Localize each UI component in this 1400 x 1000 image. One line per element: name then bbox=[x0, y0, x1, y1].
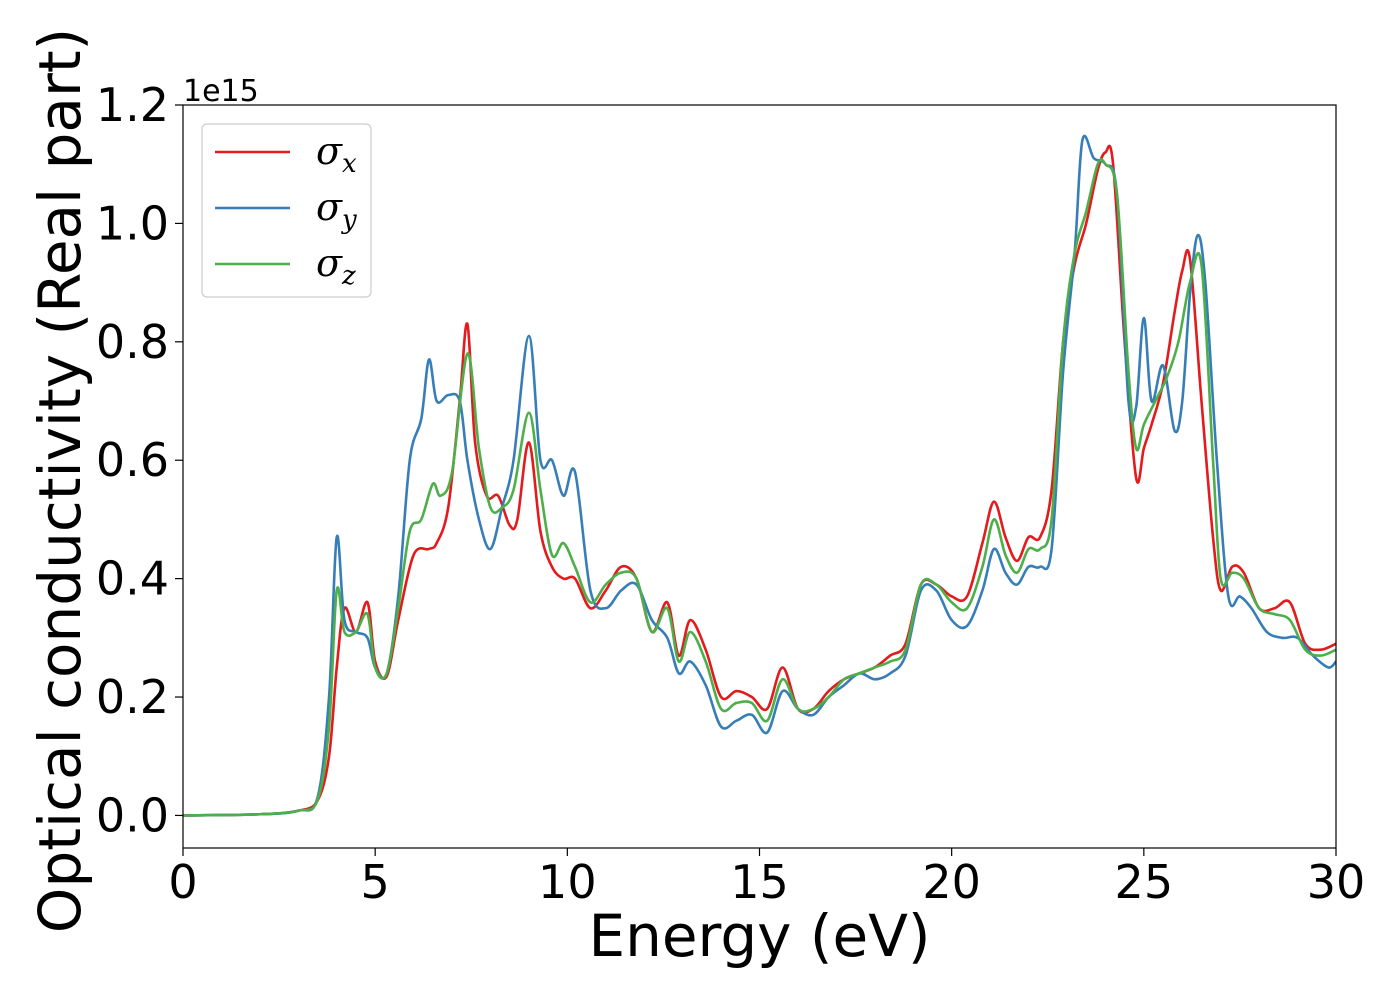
y-tick-label: 0.8 bbox=[96, 315, 169, 369]
y-tick-label: 0.2 bbox=[96, 670, 169, 724]
legend-entry-x: σx bbox=[316, 129, 357, 179]
x-axis-ticks: 0 5 10 15 20 25 30 bbox=[168, 848, 1365, 909]
y-tick-label: 0.4 bbox=[96, 552, 169, 606]
y-axis-offset-label: 1e15 bbox=[183, 74, 259, 109]
x-tick-label: 20 bbox=[922, 855, 981, 909]
series-line-y bbox=[183, 134, 1336, 817]
x-tick-label: 10 bbox=[538, 855, 597, 909]
y-tick-label: 0.6 bbox=[96, 433, 169, 487]
y-tick-label: 1.0 bbox=[96, 196, 169, 250]
x-tick-label: 15 bbox=[730, 855, 789, 909]
x-axis-title: Energy (eV) bbox=[588, 902, 930, 970]
x-tick-label: 25 bbox=[1115, 855, 1174, 909]
legend-entry-z: σz bbox=[316, 241, 356, 291]
legend-box bbox=[201, 123, 372, 298]
series-layer bbox=[183, 134, 1336, 817]
x-tick-label: 30 bbox=[1307, 855, 1366, 909]
series-line-z bbox=[183, 158, 1336, 817]
x-tick-label: 0 bbox=[168, 855, 197, 909]
y-axis-title: Optical conductivity (Real part) bbox=[26, 28, 94, 933]
y-axis-ticks: 0.0 0.2 0.4 0.6 0.8 1.0 1.2 bbox=[96, 78, 183, 842]
y-tick-label: 0.0 bbox=[96, 788, 169, 842]
legend: σx σy σz bbox=[201, 123, 372, 298]
y-tick-label: 1.2 bbox=[96, 78, 169, 132]
legend-entry-y: σy bbox=[316, 185, 357, 235]
x-tick-label: 5 bbox=[361, 855, 390, 909]
